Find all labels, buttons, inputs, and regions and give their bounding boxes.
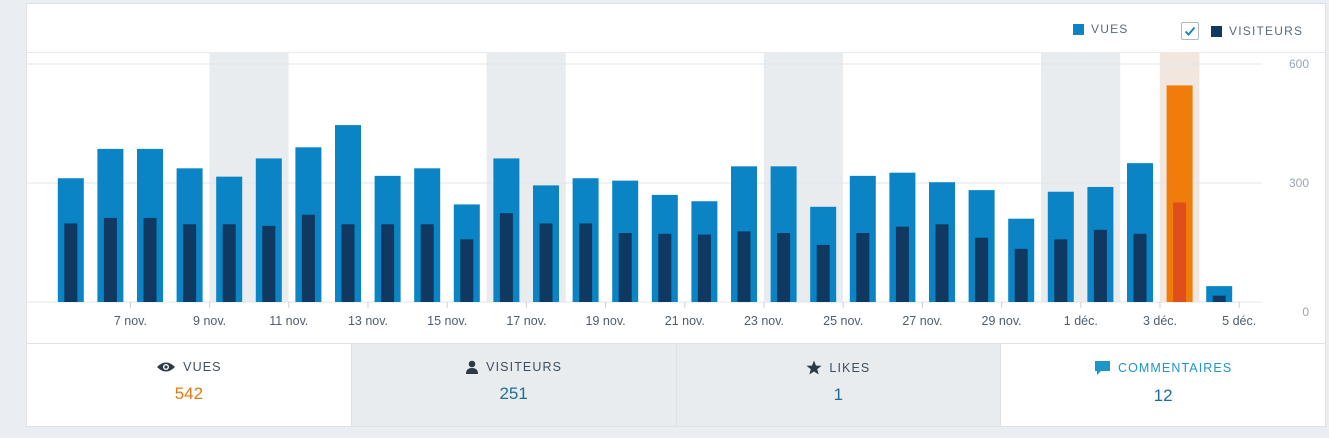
visitors-bar (737, 231, 751, 302)
visitors-bar (103, 217, 117, 302)
x-tick-label: 17 nov. (506, 314, 546, 328)
visitors-bar (618, 232, 632, 302)
tab-likes-value: 1 (833, 385, 844, 404)
x-tick-label: 23 nov. (744, 314, 784, 328)
legend-visitors-label: VISITEURS (1229, 24, 1304, 38)
tab-likes-label: LIKES (829, 360, 871, 375)
tab-comments[interactable]: COMMENTAIRES 12 (1001, 344, 1325, 426)
y-tick-label: 600 (1289, 57, 1309, 71)
visitors-bar (1212, 295, 1226, 302)
visitors-bar (777, 232, 791, 302)
visitors-bar (658, 233, 672, 302)
y-tick-label: 300 (1289, 176, 1309, 190)
summary-tabs: VUES 542 VISITEURS 251 LIKES 1 (27, 343, 1325, 426)
tab-comments-label: COMMENTAIRES (1117, 361, 1233, 375)
legend-visitors-swatch (1211, 25, 1222, 37)
chart-legend: VUES VISITEURS (27, 4, 1325, 53)
tab-views-label-row: VUES (27, 360, 351, 374)
visitors-bar (579, 223, 593, 302)
tab-likes-label-row: LIKES (677, 360, 1001, 375)
visitors-checkbox[interactable] (1181, 22, 1199, 40)
x-tick-label: 7 nov. (114, 314, 147, 328)
visitors-bar (262, 225, 276, 302)
x-tick-label: 13 nov. (348, 314, 388, 328)
comment-bubble-icon (1094, 360, 1111, 376)
visitors-bar (460, 239, 474, 302)
visitors-bar (183, 224, 197, 302)
visitors-bar (1054, 239, 1068, 302)
tab-views-value: 542 (174, 384, 204, 403)
visitors-bar (420, 224, 434, 302)
visitors-bar (341, 224, 355, 302)
visitors-bar (1093, 229, 1107, 302)
x-tick-label: 19 nov. (586, 314, 626, 328)
visitors-bar (222, 224, 236, 302)
x-tick-label: 25 nov. (823, 314, 863, 328)
visitors-bar (143, 217, 157, 302)
visitors-bar (816, 244, 830, 302)
stats-card: VUES VISITEURS 0 300 600 7 nov. 9 nov. 11 nov… (26, 3, 1326, 427)
tab-views[interactable]: VUES 542 (27, 344, 352, 426)
legend-views[interactable]: VUES (1073, 22, 1128, 36)
visitors-bar (499, 213, 513, 302)
checkmark-icon (1184, 26, 1196, 36)
tab-visitors-value: 251 (499, 384, 528, 403)
tab-visitors[interactable]: VISITEURS 251 (351, 344, 677, 426)
visitors-bar (539, 223, 553, 302)
person-icon (465, 360, 479, 374)
x-tick-label: 29 nov. (982, 314, 1022, 328)
visitors-bar (935, 224, 949, 302)
star-icon (806, 360, 822, 375)
x-tick-label: 21 nov. (665, 314, 705, 328)
visitors-bar (64, 223, 78, 302)
visitors-bar (895, 226, 909, 302)
tab-comments-label-row: COMMENTAIRES (1001, 360, 1325, 376)
x-tick-label: 5 déc. (1222, 314, 1256, 328)
tab-views-label: VUES (183, 360, 222, 374)
tab-likes[interactable]: LIKES 1 (676, 344, 1002, 426)
tab-comments-value: 12 (1153, 386, 1173, 405)
x-tick-label: 3 déc. (1143, 314, 1177, 328)
y-tick-label: 0 (1302, 305, 1309, 319)
x-tick-label: 1 déc. (1064, 314, 1098, 328)
visitors-bar (856, 232, 870, 302)
legend-views-label: VUES (1091, 22, 1129, 36)
visitors-bar (301, 214, 315, 302)
visitors-bar (697, 234, 711, 302)
eye-icon (156, 361, 176, 373)
visitors-bar (1133, 233, 1147, 302)
legend-views-swatch (1073, 23, 1084, 35)
visitors-bar (1173, 202, 1187, 302)
tab-visitors-label: VISITEURS (486, 360, 563, 374)
legend-visitors[interactable]: VISITEURS (1181, 22, 1303, 40)
visitors-bar (381, 224, 395, 302)
x-tick-label: 27 nov. (902, 314, 942, 328)
visitors-bar (1014, 248, 1028, 302)
bar-chart: 0 300 600 7 nov. 9 nov. 11 nov. 13 nov. 15 nov.… (27, 52, 1309, 328)
x-tick-label: 15 nov. (427, 314, 467, 328)
x-tick-label: 9 nov. (193, 314, 226, 328)
x-tick-label: 11 nov. (269, 314, 308, 328)
tab-visitors-label-row: VISITEURS (352, 360, 676, 374)
visitors-bar (975, 237, 989, 302)
